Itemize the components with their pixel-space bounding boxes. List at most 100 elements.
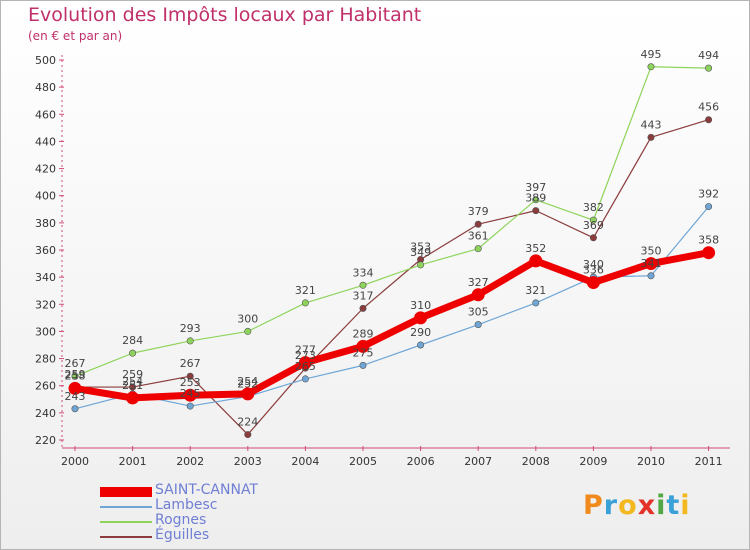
- data-point: [301, 375, 309, 383]
- data-label: 340: [583, 258, 604, 271]
- legend-label: Rognes: [155, 512, 207, 528]
- data-label: 252: [237, 378, 258, 391]
- data-label: 273: [295, 349, 316, 362]
- data-label: 289: [353, 327, 374, 340]
- logo-letter: t: [666, 490, 681, 521]
- x-tick-label: 2000: [61, 455, 89, 468]
- chart-subtitle: (en € et par an): [28, 29, 123, 43]
- data-point: [68, 381, 82, 395]
- data-point: [359, 361, 367, 369]
- y-tick-label: 500: [35, 54, 56, 67]
- data-point: [474, 245, 482, 253]
- x-tick-label: 2006: [407, 455, 435, 468]
- chart-title: Evolution des Impôts locaux par Habitant: [28, 4, 422, 26]
- series-line-0: [74, 249, 710, 402]
- data-label: 305: [468, 306, 489, 319]
- data-label: 310: [410, 299, 431, 312]
- x-tick-label: 2007: [464, 455, 492, 468]
- data-point: [71, 372, 79, 380]
- data-label: 258: [65, 369, 86, 382]
- x-tick-label: 2002: [176, 455, 204, 468]
- data-label: 253: [180, 376, 201, 389]
- data-label: 352: [525, 242, 546, 255]
- data-label: 494: [698, 49, 719, 62]
- data-label: 397: [525, 181, 546, 194]
- data-point: [298, 356, 312, 370]
- data-point: [532, 207, 540, 215]
- data-point: [129, 349, 137, 357]
- data-point: [186, 372, 194, 380]
- data-label: 350: [641, 245, 662, 258]
- x-tick-label: 2005: [349, 455, 377, 468]
- legend-swatch-eguilles: [100, 536, 152, 538]
- x-tick-label: 2010: [637, 455, 665, 468]
- proxiti-logo: Proxiti: [583, 490, 691, 521]
- legend-label: Lambesc: [155, 497, 218, 513]
- data-point: [532, 299, 540, 307]
- x-tick-label: 2004: [291, 455, 319, 468]
- data-label: 284: [122, 334, 143, 347]
- logo-letter: o: [618, 490, 638, 521]
- data-label: 275: [353, 346, 374, 359]
- data-label: 369: [583, 219, 604, 232]
- data-label: 290: [410, 326, 431, 339]
- data-point: [474, 220, 482, 228]
- y-tick-label: 320: [35, 298, 56, 311]
- data-point: [129, 383, 137, 391]
- data-point: [702, 246, 716, 260]
- data-point: [529, 254, 543, 268]
- data-point: [244, 327, 252, 335]
- data-point: [301, 299, 309, 307]
- data-label: 349: [410, 246, 431, 259]
- data-label: 389: [525, 192, 546, 205]
- legend-swatch-saint-cannat: [100, 487, 152, 497]
- y-tick-label: 220: [35, 434, 56, 447]
- data-label: 327: [468, 276, 489, 289]
- data-label: 254: [237, 375, 258, 388]
- data-label: 382: [583, 201, 604, 214]
- y-tick-label: 440: [35, 135, 56, 148]
- data-point: [186, 337, 194, 345]
- y-tick-label: 240: [35, 407, 56, 420]
- data-label: 361: [468, 230, 489, 243]
- x-tick-label: 2011: [695, 455, 723, 468]
- y-tick-label: 380: [35, 217, 56, 230]
- data-point: [705, 116, 713, 124]
- logo-letter: P: [583, 490, 604, 521]
- data-label: 300: [237, 312, 258, 325]
- x-tick-label: 2009: [579, 455, 607, 468]
- data-label: 321: [525, 284, 546, 297]
- logo-letter: r: [603, 490, 619, 521]
- x-tick-label: 2001: [119, 455, 147, 468]
- data-point: [647, 133, 655, 141]
- legend-label: SAINT-CANNAT: [155, 482, 258, 498]
- logo-letter: i: [656, 490, 667, 521]
- legend-swatch-lambesc: [100, 506, 152, 508]
- y-tick-label: 340: [35, 271, 56, 284]
- data-label: 267: [180, 357, 201, 370]
- data-point: [471, 288, 485, 302]
- data-point: [589, 216, 597, 224]
- data-point: [359, 304, 367, 312]
- data-label: 443: [641, 118, 662, 131]
- data-point: [126, 391, 140, 405]
- data-point: [705, 203, 713, 211]
- data-label: 317: [353, 289, 374, 302]
- data-point: [474, 321, 482, 329]
- data-label: 245: [180, 387, 201, 400]
- data-label: 254: [122, 375, 143, 388]
- data-label: 259: [65, 368, 86, 381]
- data-point: [532, 196, 540, 204]
- y-tick-label: 300: [35, 325, 56, 338]
- data-point: [647, 63, 655, 71]
- y-tick-label: 460: [35, 108, 56, 121]
- data-label: 392: [698, 188, 719, 201]
- x-tick-label: 2008: [522, 455, 550, 468]
- legend-swatch-rognes: [100, 521, 152, 523]
- y-tick-label: 480: [35, 81, 56, 94]
- legend-label: Éguilles: [155, 527, 210, 543]
- y-tick-label: 280: [35, 353, 56, 366]
- data-label: 336: [583, 264, 604, 277]
- data-point: [186, 402, 194, 410]
